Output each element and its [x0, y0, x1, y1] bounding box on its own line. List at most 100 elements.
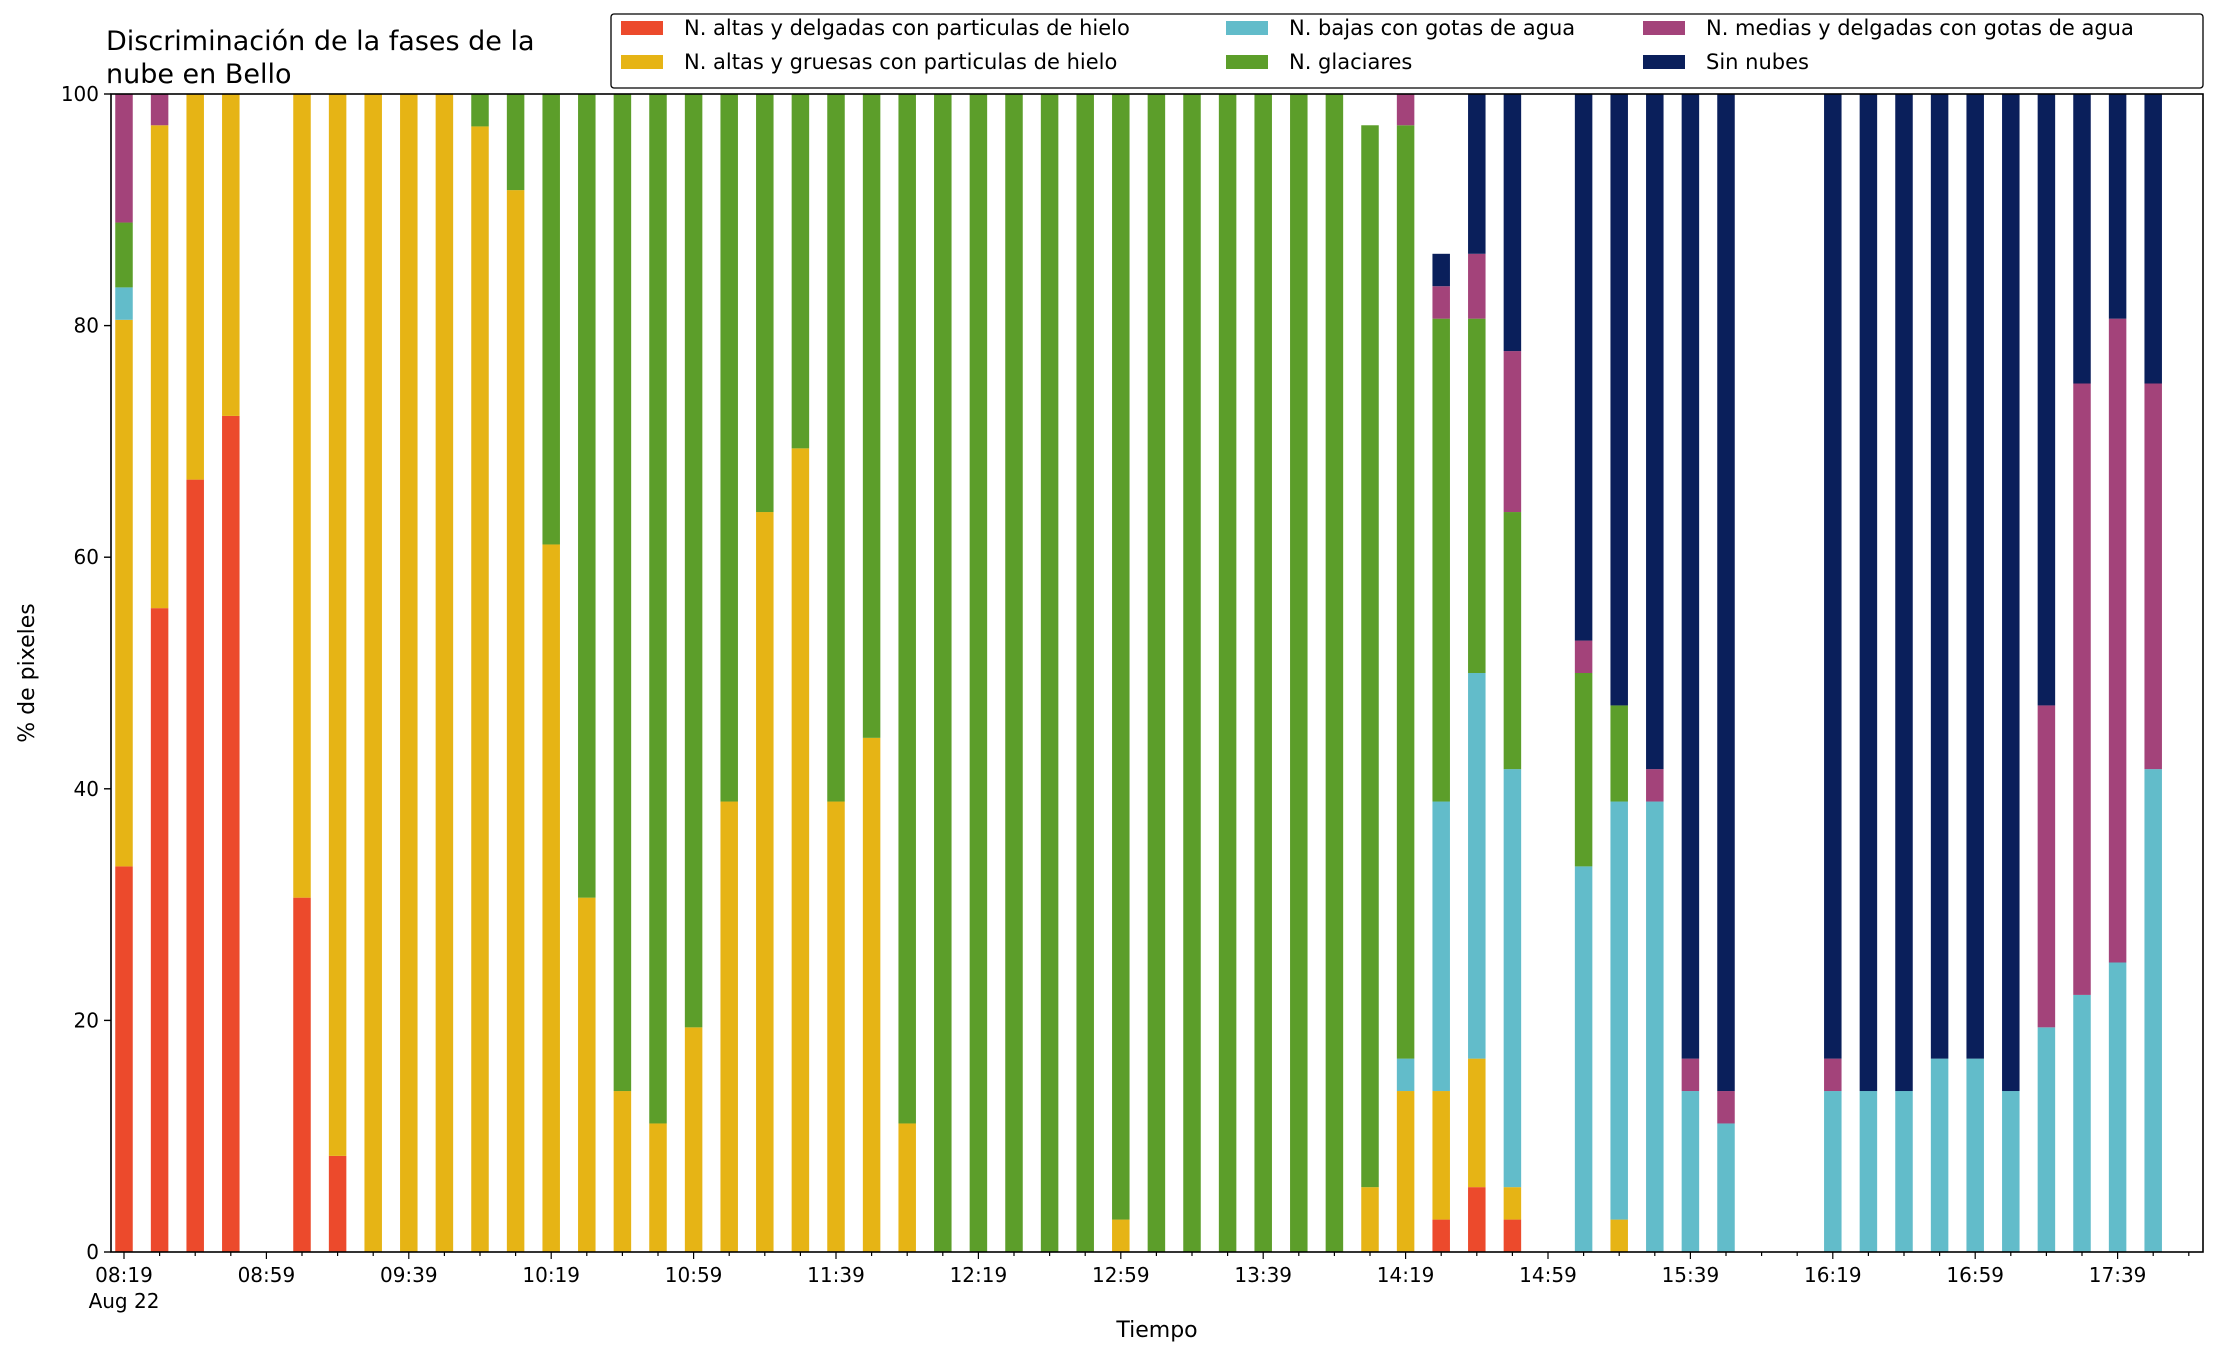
bar-segment [1574, 673, 1593, 867]
x-tick-label: 12:59 [1092, 1263, 1150, 1287]
legend-label: N. altas y gruesas con particulas de hie… [684, 50, 1117, 74]
legend-swatch [621, 21, 663, 35]
bar-segment [328, 94, 347, 1156]
legend-swatch [1226, 21, 1268, 35]
bar-segment [1574, 640, 1593, 673]
x-tick-label: 10:59 [665, 1263, 723, 1287]
bar-segment [364, 94, 382, 1252]
x-tick-label: 11:39 [807, 1263, 865, 1287]
y-tick-label: 60 [74, 545, 99, 569]
bar-segment [1503, 769, 1522, 1188]
bar-segment [684, 94, 703, 1028]
bar-segment [186, 479, 204, 1252]
bar-segment [1930, 94, 1949, 1059]
bar-segment [1218, 94, 1237, 1252]
bar-segment [542, 94, 560, 545]
bar-segment [791, 94, 810, 449]
bar-segment [1432, 801, 1450, 1092]
bar-segment [1895, 94, 1913, 1092]
bar-segment [1254, 94, 1272, 1252]
bar-segment [2002, 94, 2020, 1092]
bar-segment [2037, 705, 2056, 1028]
bar-segment [1503, 1187, 1522, 1220]
legend-swatch [1226, 55, 1268, 69]
bar-segment [1681, 1091, 1700, 1252]
legend-swatch [621, 55, 663, 69]
bar-segment [1574, 866, 1593, 1252]
bar-segment [1717, 1091, 1735, 1124]
bar-segment [1859, 94, 1878, 1092]
bar-segment [1468, 673, 1486, 1059]
bar-segment [2037, 94, 2056, 706]
bar-segment [2108, 962, 2127, 1252]
bar-segment [1503, 94, 1522, 352]
bar-segment [1290, 94, 1308, 1252]
bar-segment [1396, 1058, 1415, 1092]
x-tick-label: 14:59 [1519, 1263, 1577, 1287]
bar-segment [1503, 1219, 1522, 1252]
bar-segment [578, 94, 596, 898]
bar-segment [1432, 253, 1450, 287]
bar-segment [2002, 1091, 2020, 1252]
bar-segment [1325, 94, 1344, 1252]
bar-segment [1610, 801, 1628, 1220]
legend-label: N. glaciares [1289, 50, 1412, 74]
bar-segment [1396, 1091, 1415, 1252]
x-tick-label: 16:59 [1946, 1263, 2004, 1287]
x-tick-date-label: Aug 22 [89, 1289, 160, 1313]
bar-segment [1112, 1219, 1130, 1252]
bar-segment [756, 94, 774, 513]
bar-segment [115, 287, 133, 320]
bar-segment [1468, 253, 1486, 319]
bar-segment [115, 94, 133, 223]
bar-segment [2108, 318, 2127, 963]
bar-segment [1646, 94, 1664, 770]
bar-segment [1468, 318, 1486, 673]
bar-segment [684, 1027, 703, 1252]
chart-title-line-2: nube en Bello [106, 59, 292, 90]
bar-segment [2073, 383, 2091, 995]
bar-segment [115, 222, 133, 288]
x-tick-label: 13:39 [1234, 1263, 1292, 1287]
bar-segment [1468, 1187, 1486, 1252]
bar-segment [1610, 94, 1628, 706]
bar-segment [2073, 994, 2091, 1252]
bar-segment [1040, 94, 1059, 1252]
bar-segment [862, 94, 881, 738]
bar-segment [578, 897, 596, 1252]
bar-segment [649, 94, 667, 1124]
bar-segment [613, 1091, 632, 1252]
y-tick-label: 20 [74, 1008, 99, 1032]
bar-segment [1005, 94, 1023, 1252]
bar-segment [1681, 1058, 1700, 1092]
chart-title-line-1: Discriminación de la fases de la [106, 26, 535, 57]
bar-segment [1681, 94, 1700, 1059]
bar-segment [969, 94, 988, 1252]
bar-segment [862, 737, 881, 1252]
legend-label: N. medias y delgadas con gotas de agua [1706, 16, 2134, 40]
bar-segment [1468, 94, 1486, 254]
bar-segment [1717, 94, 1735, 1092]
bar-segment [1361, 125, 1379, 1188]
bar-segment [293, 897, 311, 1252]
bar-segment [115, 866, 133, 1252]
x-tick-label: 10:19 [522, 1263, 580, 1287]
legend: N. altas y delgadas con particulas de hi… [610, 13, 2204, 89]
bar-segment [115, 319, 133, 867]
bar-segment [1610, 1219, 1628, 1252]
bar-segment [934, 94, 952, 1252]
bar-segment [435, 94, 454, 1252]
bar-segment [1432, 1091, 1450, 1220]
bar-segment [1396, 125, 1415, 1059]
bar-segment [1432, 318, 1450, 802]
bar-segment [1503, 351, 1522, 513]
bar-segment [328, 1155, 347, 1252]
bar-segment [756, 512, 774, 1252]
bar-segment [1432, 1219, 1450, 1252]
legend-label: N. bajas con gotas de agua [1289, 16, 1575, 40]
chart-title: Discriminación de la fases de la nube en… [106, 26, 535, 90]
x-tick-label: 09:39 [380, 1263, 438, 1287]
bar-segment [1610, 705, 1628, 802]
bar-segment [1183, 94, 1201, 1252]
bar-segment [720, 94, 738, 802]
